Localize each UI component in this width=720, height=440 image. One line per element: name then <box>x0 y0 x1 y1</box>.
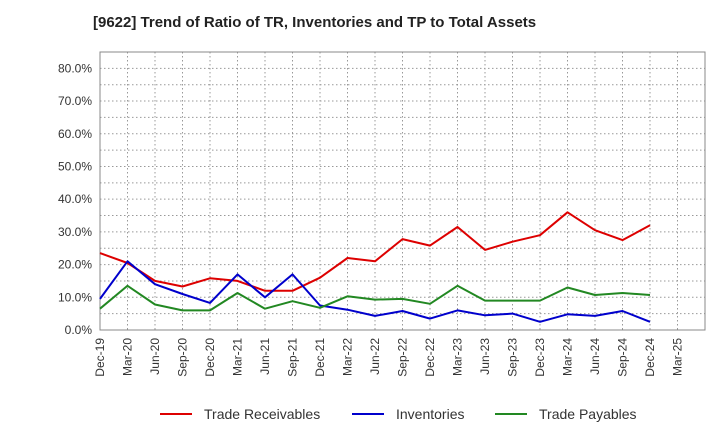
x-tick-label: Mar-22 <box>341 338 355 376</box>
series-line-trade-payables <box>99 284 651 312</box>
y-tick-label: 30.0% <box>58 225 92 239</box>
x-tick-label: Sep-24 <box>616 338 630 377</box>
legend-label-trade-receivables: Trade Receivables <box>204 406 320 422</box>
x-tick-label: Mar-24 <box>561 338 575 376</box>
x-tick-label: Jun-20 <box>148 338 162 375</box>
x-tick-label: Dec-21 <box>313 338 327 377</box>
y-tick-label: 10.0% <box>58 290 92 304</box>
x-tick-label: Dec-23 <box>533 338 547 377</box>
plot-frame <box>99 51 706 331</box>
x-tick-label: Sep-20 <box>176 338 190 377</box>
y-tick-label: 70.0% <box>58 94 92 108</box>
y-tick-label: 40.0% <box>58 192 92 206</box>
x-tick-label: Dec-22 <box>423 338 437 377</box>
y-tick-label: 0.0% <box>65 323 93 337</box>
x-tick-label: Sep-21 <box>286 338 300 377</box>
x-tick-label: Dec-19 <box>93 338 107 377</box>
legend-label-trade-payables: Trade Payables <box>539 406 637 422</box>
legend-label-inventories: Inventories <box>396 406 464 422</box>
x-tick-label: Dec-24 <box>643 338 657 377</box>
y-tick-label: 20.0% <box>58 258 92 272</box>
x-tick-label: Sep-23 <box>506 338 520 377</box>
x-tick-label: Jun-24 <box>588 338 602 375</box>
x-tick-label: Dec-20 <box>203 338 217 377</box>
x-tick-label: Jun-23 <box>478 338 492 375</box>
chart-title: [9622] Trend of Ratio of TR, Inventories… <box>93 14 537 31</box>
y-tick-label: 50.0% <box>58 159 92 173</box>
x-tick-label: Jun-22 <box>368 338 382 375</box>
plot-background <box>100 52 705 330</box>
y-tick-label: 60.0% <box>58 127 92 141</box>
x-tick-label: Sep-22 <box>396 338 410 377</box>
series-line-inventories <box>99 260 651 323</box>
x-tick-label: Jun-21 <box>258 338 272 375</box>
x-tick-label: Mar-23 <box>451 338 465 376</box>
x-tick-label: Mar-21 <box>231 338 245 376</box>
x-tick-label: Mar-20 <box>121 338 135 376</box>
x-tick-label: Mar-25 <box>671 338 685 376</box>
y-tick-label: 80.0% <box>58 61 92 75</box>
series-line-trade-receivables <box>99 211 651 292</box>
